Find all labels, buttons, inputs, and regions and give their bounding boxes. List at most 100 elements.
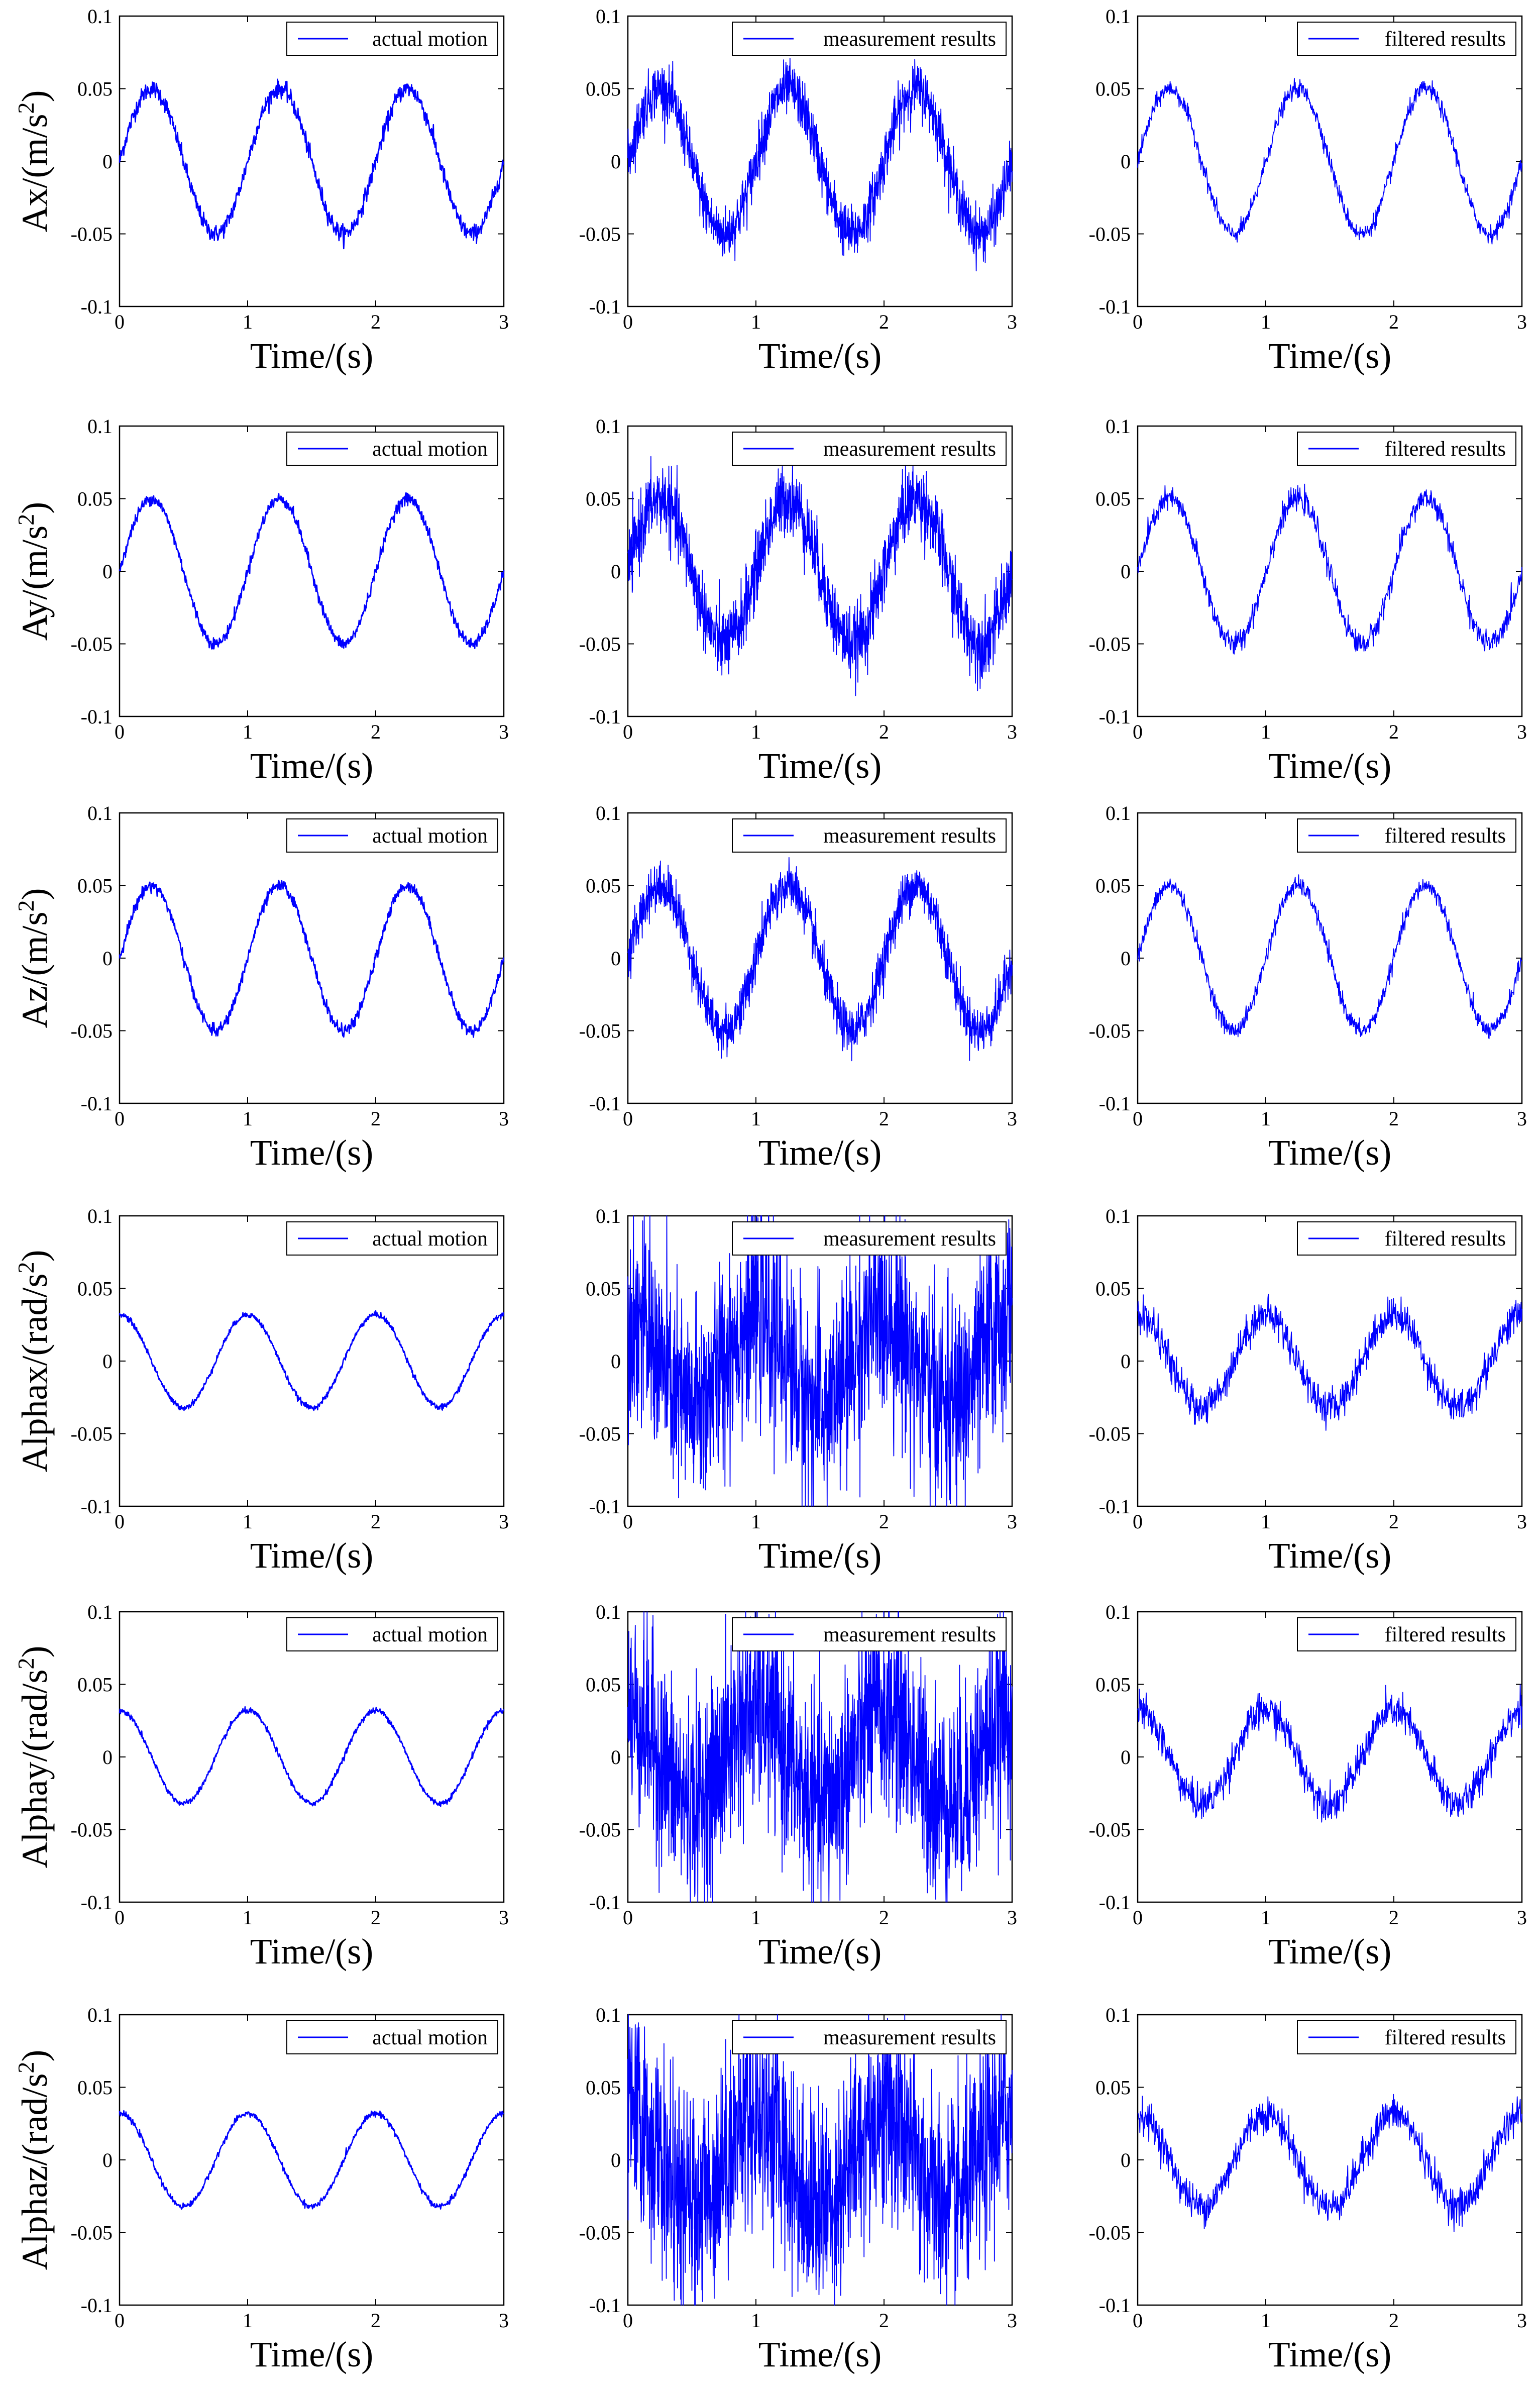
legend-label: filtered results: [1385, 824, 1506, 848]
y-tick-label: 0: [1121, 1746, 1131, 1769]
y-tick-label: 0.1: [87, 5, 113, 28]
series-line: [1137, 874, 1522, 1040]
y-tick-label: -0.1: [81, 705, 113, 728]
y-axis-label: Ax/(m/s2): [13, 90, 55, 233]
legend-label: measurement results: [823, 824, 996, 848]
x-tick-label: 1: [1261, 720, 1271, 743]
series-line: [627, 1215, 1013, 1507]
series-line: [1137, 483, 1522, 655]
y-tick-label: 0.1: [1106, 802, 1131, 824]
y-tick-label: 0.05: [586, 875, 621, 897]
y-tick-label: 0: [1121, 947, 1131, 970]
x-axis-label: Time/(s): [758, 1535, 882, 1576]
x-tick-label: 0: [623, 1510, 633, 1533]
x-axis-label: Time/(s): [250, 1132, 373, 1173]
y-tick-label: 0.05: [1095, 78, 1131, 100]
series-line: [1137, 1684, 1522, 1823]
y-tick-label: 0.1: [596, 1205, 621, 1227]
y-tick-label: 0.1: [596, 5, 621, 28]
y-tick-label: -0.05: [1089, 633, 1131, 656]
x-tick-label: 1: [243, 720, 253, 743]
axes-box: [119, 1215, 505, 1507]
x-axis-label: Time/(s): [758, 746, 882, 786]
x-tick-label: 3: [499, 310, 509, 333]
x-tick-label: 0: [623, 2309, 633, 2332]
y-tick-label: 0.1: [1106, 415, 1131, 438]
series-line: [119, 492, 505, 650]
x-tick-label: 1: [1261, 2309, 1271, 2332]
y-tick-label: 0: [102, 150, 113, 173]
x-tick-label: 2: [879, 720, 889, 743]
legend-label: filtered results: [1385, 2026, 1506, 2049]
x-axis-label: Time/(s): [1268, 2334, 1391, 2374]
y-tick-label: 0: [102, 1746, 113, 1769]
y-tick-label: -0.1: [81, 2294, 113, 2317]
x-tick-label: 3: [1517, 1107, 1527, 1130]
y-tick-label: 0.1: [1106, 2004, 1131, 2026]
x-tick-label: 1: [1261, 1107, 1271, 1130]
x-tick-label: 1: [243, 1906, 253, 1929]
subplot-r3-c3: 0 1 2 3 -0.1 -0.05 0 0.05 0.1 Time/(s) filtered re…: [1089, 802, 1527, 1173]
y-tick-label: -0.1: [589, 1495, 621, 1518]
x-axis-label: Time/(s): [250, 1535, 373, 1576]
x-tick-label: 1: [751, 1510, 761, 1533]
legend-label: measurement results: [823, 2026, 996, 2049]
series-line: [627, 1611, 1013, 1903]
series-line: [627, 456, 1013, 696]
y-tick-label: -0.1: [589, 1092, 621, 1115]
x-tick-label: 3: [1007, 1107, 1017, 1130]
y-tick-label: 0.05: [77, 875, 113, 897]
x-tick-label: 1: [751, 720, 761, 743]
series-line: [627, 857, 1013, 1062]
legend-label: measurement results: [823, 438, 996, 461]
y-tick-label: 0.1: [596, 2004, 621, 2026]
y-axis-label: Alphay/(rad/s2): [13, 1646, 55, 1868]
x-tick-label: 3: [1007, 1906, 1017, 1929]
y-tick-label: -0.05: [1089, 1020, 1131, 1043]
x-tick-label: 0: [1133, 1510, 1143, 1533]
y-tick-label: 0: [102, 560, 113, 583]
legend-label: actual motion: [372, 1623, 488, 1646]
y-tick-label: 0.05: [1095, 2076, 1131, 2099]
subplot-r6-c1: 0 1 2 3 -0.1 -0.05 0 0.05 0.1 Time/(s) Alphaz/(rad…: [13, 2004, 509, 2374]
y-tick-label: -0.05: [71, 223, 113, 246]
y-tick-label: -0.05: [1089, 223, 1131, 246]
x-tick-label: 3: [1007, 1510, 1017, 1533]
x-tick-label: 1: [243, 1107, 253, 1130]
y-tick-label: 0.05: [77, 1278, 113, 1300]
y-tick-label: 0: [611, 1746, 621, 1769]
y-tick-label: 0: [1121, 2149, 1131, 2171]
y-tick-label: 0.05: [1095, 1674, 1131, 1696]
legend-label: actual motion: [372, 2026, 488, 2049]
y-tick-label: 0: [611, 2149, 621, 2171]
x-tick-label: 2: [1389, 720, 1399, 743]
x-tick-label: 3: [1007, 2309, 1017, 2332]
y-tick-label: -0.05: [579, 1423, 621, 1445]
y-tick-label: -0.05: [71, 633, 113, 656]
x-tick-label: 0: [1133, 2309, 1143, 2332]
x-tick-label: 1: [751, 1107, 761, 1130]
y-tick-label: 0: [611, 150, 621, 173]
y-axis-label: Az/(m/s2): [13, 888, 55, 1028]
x-axis-label: Time/(s): [1268, 1931, 1391, 1971]
y-axis-label: Alphaz/(rad/s2): [13, 2050, 55, 2270]
x-tick-label: 2: [879, 1107, 889, 1130]
x-tick-label: 0: [115, 720, 125, 743]
y-tick-label: -0.1: [589, 2294, 621, 2317]
y-tick-label: -0.1: [81, 1495, 113, 1518]
legend-label: filtered results: [1385, 1227, 1506, 1251]
x-tick-label: 0: [115, 1107, 125, 1130]
y-tick-label: -0.1: [1099, 295, 1131, 318]
x-tick-label: 2: [1389, 1906, 1399, 1929]
series-line: [119, 1706, 505, 1807]
legend-label: actual motion: [372, 28, 488, 51]
x-tick-label: 2: [1389, 1510, 1399, 1533]
y-tick-label: -0.05: [71, 1423, 113, 1445]
y-tick-label: 0: [102, 1350, 113, 1373]
y-tick-label: 0: [611, 1350, 621, 1373]
subplot-r4-c1: 0 1 2 3 -0.1 -0.05 0 0.05 0.1 Time/(s) Alphax/(rad…: [13, 1205, 509, 1576]
y-tick-label: -0.1: [81, 295, 113, 318]
y-axis-label: Alphax/(rad/s2): [13, 1250, 55, 1473]
y-tick-label: 0.1: [87, 1601, 113, 1623]
y-tick-label: 0.1: [87, 802, 113, 824]
